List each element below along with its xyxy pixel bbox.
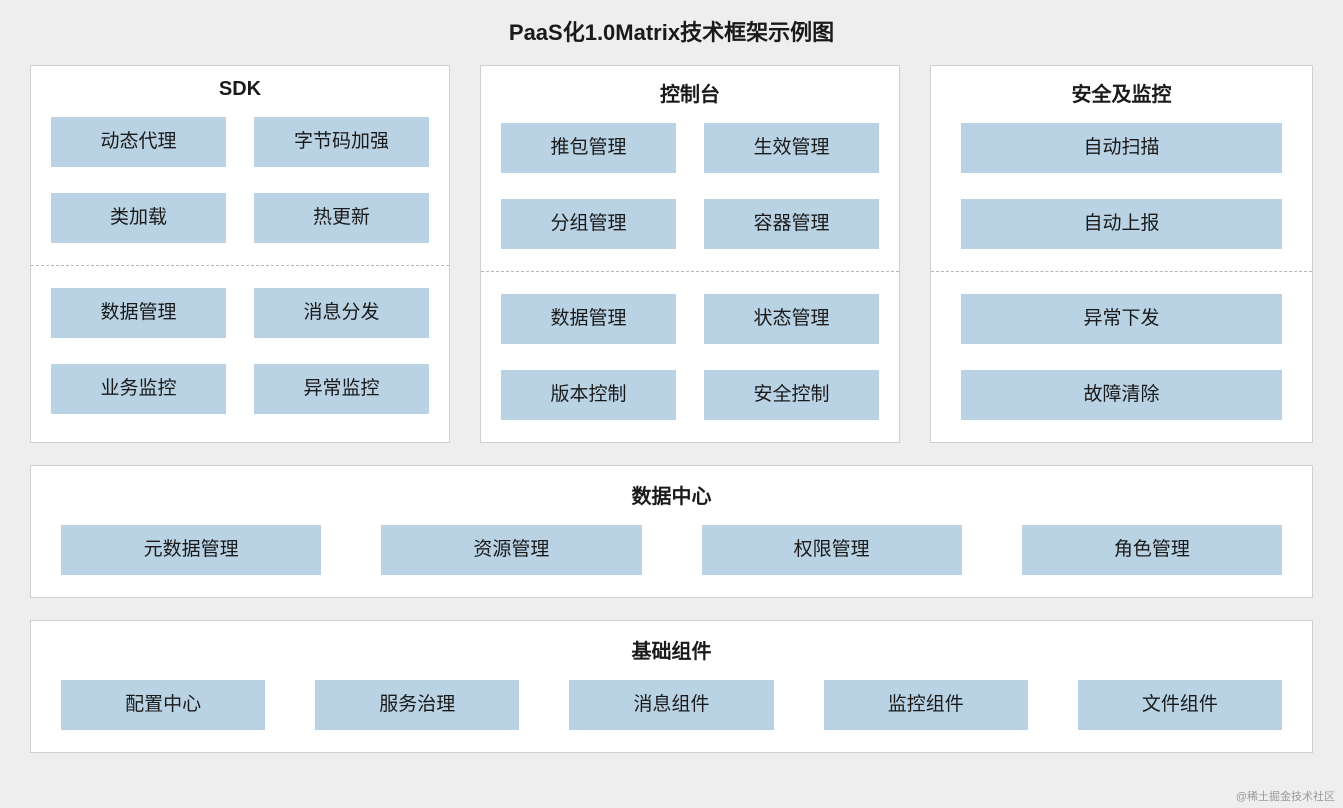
cell-bc-message-component: 消息组件 [569, 680, 773, 730]
cell-sdk-msg-dispatch: 消息分发 [254, 288, 429, 338]
security-divider [931, 271, 1312, 272]
cell-bc-file-component: 文件组件 [1078, 680, 1282, 730]
base-components-row: 配置中心 服务治理 消息组件 监控组件 文件组件 [61, 680, 1282, 730]
console-section-bottom: 数据管理 状态管理 版本控制 安全控制 [501, 294, 879, 420]
cell-sdk-biz-monitor: 业务监控 [51, 364, 226, 414]
security-section-bottom: 异常下发 故障清除 [951, 294, 1292, 420]
cell-dc-role-mgmt: 角色管理 [1022, 525, 1282, 575]
panel-security: 安全及监控 自动扫描 自动上报 异常下发 故障清除 [930, 65, 1313, 443]
cell-bc-service-governance: 服务治理 [315, 680, 519, 730]
cell-console-version-ctrl: 版本控制 [501, 370, 676, 420]
cell-console-state-mgmt: 状态管理 [704, 294, 879, 344]
cell-dc-permission-mgmt: 权限管理 [702, 525, 962, 575]
cell-sdk-exception-monitor: 异常监控 [254, 364, 429, 414]
cell-security-exception-issue: 异常下发 [961, 294, 1282, 344]
panel-sdk: SDK 动态代理 字节码加强 类加载 热更新 数据管理 消息分发 业务监控 异常… [30, 65, 450, 443]
cell-bc-config-center: 配置中心 [61, 680, 265, 730]
cell-console-data-mgmt: 数据管理 [501, 294, 676, 344]
panel-base-components-title: 基础组件 [61, 635, 1282, 664]
cell-console-effective-mgmt: 生效管理 [704, 123, 879, 173]
sdk-section-bottom: 数据管理 消息分发 业务监控 异常监控 [51, 288, 429, 414]
console-section-top: 推包管理 生效管理 分组管理 容器管理 [501, 123, 879, 249]
cell-security-auto-report: 自动上报 [961, 199, 1282, 249]
panel-base-components: 基础组件 配置中心 服务治理 消息组件 监控组件 文件组件 [30, 620, 1313, 753]
top-row: SDK 动态代理 字节码加强 类加载 热更新 数据管理 消息分发 业务监控 异常… [30, 65, 1313, 443]
sdk-section-top: 动态代理 字节码加强 类加载 热更新 [51, 117, 429, 243]
cell-sdk-bytecode-enhance: 字节码加强 [254, 117, 429, 167]
console-divider [481, 271, 899, 272]
cell-bc-monitor-component: 监控组件 [824, 680, 1028, 730]
sdk-divider [31, 265, 449, 266]
cell-console-push-pkg: 推包管理 [501, 123, 676, 173]
panel-security-title: 安全及监控 [951, 78, 1292, 107]
watermark: @稀土掘金技术社区 [1236, 788, 1335, 804]
cell-dc-metadata-mgmt: 元数据管理 [61, 525, 321, 575]
security-section-top: 自动扫描 自动上报 [951, 123, 1292, 249]
cell-sdk-class-loading: 类加载 [51, 193, 226, 243]
panel-sdk-title: SDK [51, 78, 429, 101]
cell-sdk-dynamic-proxy: 动态代理 [51, 117, 226, 167]
panel-console-title: 控制台 [501, 78, 879, 107]
cell-sdk-hot-update: 热更新 [254, 193, 429, 243]
data-center-row: 元数据管理 资源管理 权限管理 角色管理 [61, 525, 1282, 575]
cell-sdk-data-mgmt: 数据管理 [51, 288, 226, 338]
cell-console-security-ctrl: 安全控制 [704, 370, 879, 420]
cell-security-auto-scan: 自动扫描 [961, 123, 1282, 173]
panel-console: 控制台 推包管理 生效管理 分组管理 容器管理 数据管理 状态管理 版本控制 安… [480, 65, 900, 443]
panel-data-center: 数据中心 元数据管理 资源管理 权限管理 角色管理 [30, 465, 1313, 598]
cell-console-group-mgmt: 分组管理 [501, 199, 676, 249]
cell-dc-resource-mgmt: 资源管理 [381, 525, 641, 575]
cell-security-fault-clear: 故障清除 [961, 370, 1282, 420]
page-title: PaaS化1.0Matrix技术框架示例图 [30, 15, 1313, 47]
cell-console-container-mgmt: 容器管理 [704, 199, 879, 249]
panel-data-center-title: 数据中心 [61, 480, 1282, 509]
